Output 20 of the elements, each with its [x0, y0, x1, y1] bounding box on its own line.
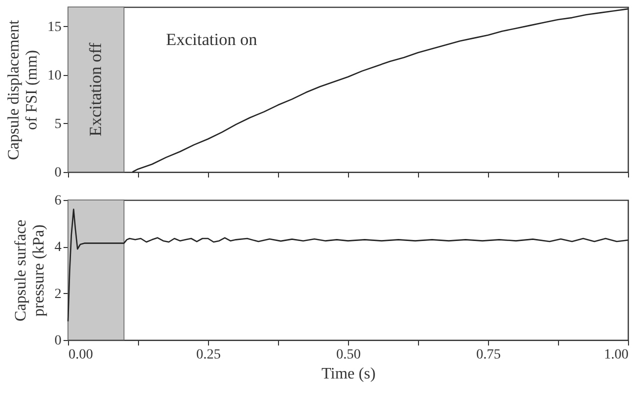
y-tick-label: 10: [48, 68, 62, 84]
annotation: Excitation on: [166, 30, 258, 49]
y-tick-label: 15: [48, 20, 62, 35]
x-axis-title: Time (s): [321, 366, 376, 382]
y-axis-title: Capsule surface pressure (kPa): [12, 220, 48, 322]
y-tick-label: 5: [54, 116, 62, 132]
x-tick-label: 0.75: [476, 348, 501, 362]
line-series: [67, 208, 629, 322]
y-axis-title: Capsule displacement of FSI (mm): [6, 19, 40, 160]
y-tick-label: 4: [54, 240, 62, 256]
x-tick-label: 0.25: [196, 348, 221, 362]
y-tick-label: 2: [54, 286, 62, 302]
line-series: [132, 8, 629, 173]
y-tick-label: 0: [54, 166, 62, 180]
x-tick-label: 1.00: [604, 348, 628, 362]
y-tick-label: 6: [54, 194, 62, 208]
y-tick-label: 0: [54, 334, 62, 348]
x-tick-label: 0.50: [336, 348, 361, 362]
band-label: Excitation off: [86, 42, 105, 136]
x-tick-label: 0.00: [68, 348, 93, 362]
